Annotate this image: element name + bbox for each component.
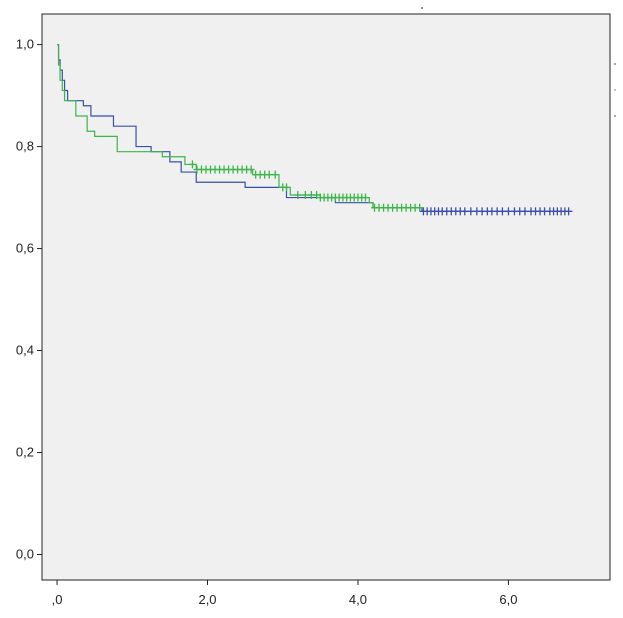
censor-mark xyxy=(313,191,321,200)
x-tick-label: 2,0 xyxy=(198,592,216,607)
x-tick-label: ,0 xyxy=(52,592,63,607)
censor-mark xyxy=(521,207,529,216)
censor-mark xyxy=(265,170,273,179)
censor-mark xyxy=(271,170,279,179)
censor-mark xyxy=(301,191,309,200)
censor-mark xyxy=(416,203,424,212)
x-tick-label: 6,0 xyxy=(499,592,517,607)
censor-mark xyxy=(247,165,255,174)
series-layer xyxy=(57,43,573,216)
censor-mark xyxy=(504,207,512,216)
censor-mark xyxy=(498,207,506,216)
censor-mark xyxy=(283,183,291,192)
y-tick-label: 0,6 xyxy=(16,241,34,256)
y-tick-label: 0,0 xyxy=(16,547,34,562)
censor-mark xyxy=(361,193,369,202)
y-axis: 0,0 0,2 0,4 0,6 0,8 1,0 xyxy=(16,37,42,562)
y-tick-label: 0,2 xyxy=(16,445,34,460)
plot-area xyxy=(41,13,611,581)
y-tick-label: 0,4 xyxy=(16,343,34,358)
series-2 xyxy=(57,43,424,212)
censor-mark xyxy=(294,191,302,200)
censor-mark xyxy=(565,207,573,216)
censor-mark xyxy=(467,207,475,216)
censor-mark xyxy=(461,207,469,216)
censor-mark xyxy=(188,160,196,169)
y-tick-label: 0,8 xyxy=(16,139,34,154)
decorative-marks xyxy=(421,7,616,117)
x-axis: ,0 2,0 4,0 6,0 xyxy=(52,580,517,607)
y-tick-label: 1,0 xyxy=(16,37,34,52)
x-tick-label: 4,0 xyxy=(349,592,367,607)
